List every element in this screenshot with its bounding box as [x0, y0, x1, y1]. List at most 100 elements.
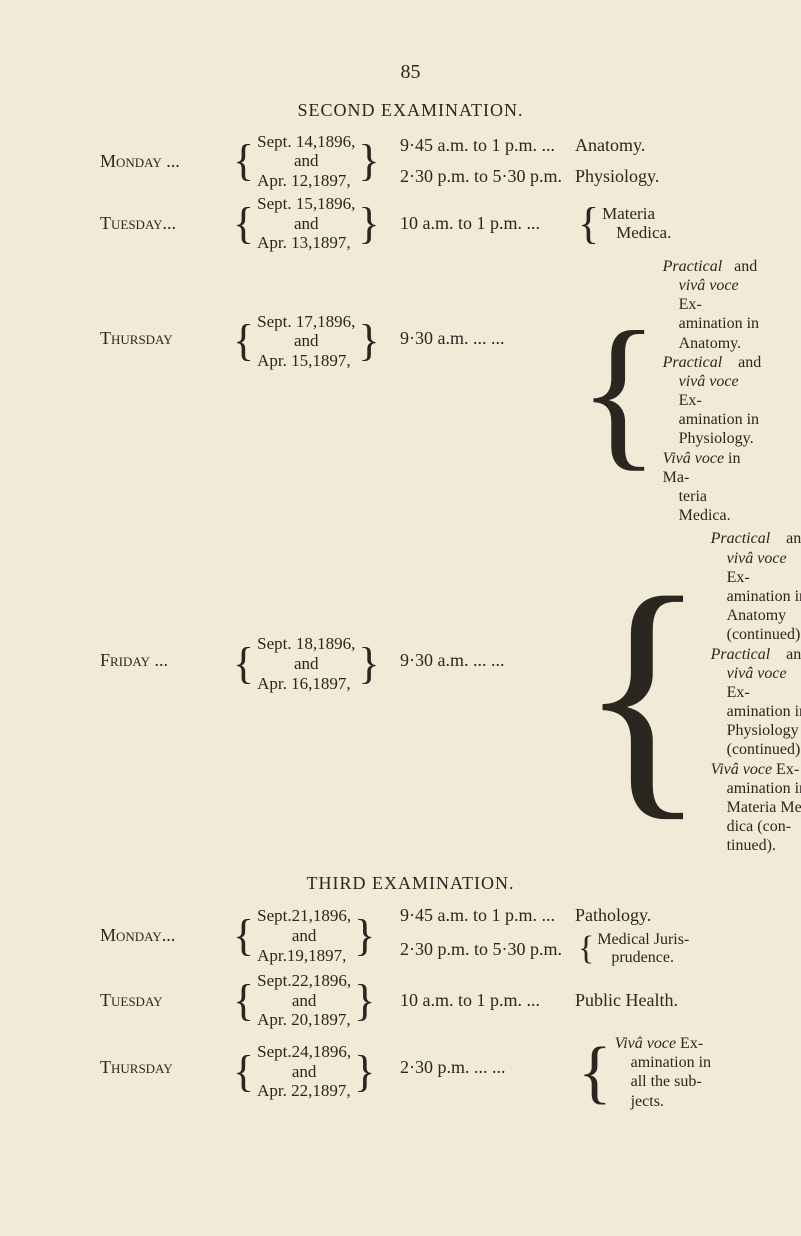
subject-line: amination in	[711, 587, 801, 606]
day-label: Tuesday	[100, 989, 230, 1012]
day-label: Friday ...	[100, 529, 230, 672]
row-second-tuesday: Tuesday... { Sept. 15,1896, and Apr. 13,…	[100, 194, 721, 253]
date-line: and	[257, 926, 351, 946]
date-line: Sept. 17,1896,	[257, 312, 355, 332]
dates-col: { Sept. 18,1896, and Apr. 16,1897, }	[230, 529, 400, 693]
left-brace-icon: {	[233, 204, 254, 244]
date-line: Sept.24,1896,	[257, 1042, 351, 1062]
page-number: 85	[100, 60, 721, 85]
row-third-tuesday: Tuesday { Sept.22,1896, and Apr. 20,1897…	[100, 971, 721, 1030]
date-line: Sept.21,1896,	[257, 906, 351, 926]
subject-line: prudence.	[597, 949, 689, 967]
right-brace-icon: }	[358, 644, 379, 684]
time-text: 2·30 p.m. to 5·30 p.m.	[400, 165, 575, 188]
date-line: Apr. 12,1897,	[257, 171, 355, 191]
left-brace-icon: {	[233, 644, 254, 684]
row-second-friday: Friday ... { Sept. 18,1896, and Apr. 16,…	[100, 529, 721, 855]
subject-col: { Practical and vivâ voce Ex- amination …	[575, 257, 761, 526]
dates-col: { Sept.22,1896, and Apr. 20,1897, }	[230, 971, 400, 1030]
left-brace-icon: {	[233, 321, 254, 361]
time-text: 10 a.m. to 1 p.m. ...	[400, 989, 575, 1012]
third-exam-title: THIRD EXAMINATION.	[100, 872, 721, 895]
left-brace-icon: {	[578, 319, 660, 464]
subject-line: all the sub-	[615, 1072, 711, 1091]
date-line: Sept. 15,1896,	[257, 194, 355, 214]
date-line: Apr. 20,1897,	[257, 1010, 351, 1030]
date-line: Sept. 18,1896,	[257, 634, 355, 654]
subject-line: amination in	[711, 702, 801, 721]
date-line: Apr. 13,1897,	[257, 233, 355, 253]
date-line: and	[257, 331, 355, 351]
subject-line: Physiology	[711, 721, 801, 740]
date-line: Apr. 22,1897,	[257, 1081, 351, 1101]
subject-line: (continued).	[711, 740, 801, 759]
day-label: Monday ...	[100, 150, 230, 173]
date-line: and	[257, 214, 355, 234]
right-brace-icon: }	[358, 141, 379, 181]
dates-col: { Sept.21,1896, and Apr.19,1897, }	[230, 906, 400, 965]
time-text: 2·30 p.m. to 5·30 p.m.	[400, 938, 575, 961]
subject-line: Practical	[663, 258, 723, 275]
dates-col: { Sept. 17,1896, and Apr. 15,1897, }	[230, 257, 400, 371]
subject-col: { Materia Medica.	[575, 204, 721, 244]
left-brace-icon: {	[233, 981, 254, 1021]
subject-line: Medica.	[602, 223, 671, 243]
dates-col: { Sept.24,1896, and Apr. 22,1897, }	[230, 1034, 400, 1101]
subject-text: Physiology.	[575, 165, 721, 188]
time-text: 10 a.m. to 1 p.m. ...	[400, 212, 575, 235]
time-text: 9·45 a.m. to 1 p.m. ...	[400, 134, 575, 157]
right-brace-icon: }	[358, 321, 379, 361]
subject-line: Anatomy	[711, 606, 801, 625]
subject-text: Public Health.	[575, 989, 721, 1012]
day-label: Tuesday...	[100, 212, 230, 235]
dates-col: { Sept. 15,1896, and Apr. 13,1897, }	[230, 194, 400, 253]
page: 85 SECOND EXAMINATION. Monday ... { Sept…	[0, 0, 801, 1236]
date-line: and	[257, 1062, 351, 1082]
date-line: and	[257, 991, 351, 1011]
time-text: 9·30 a.m. ... ...	[400, 529, 575, 672]
subject-col: { Vivâ voce Ex- amination in all the sub…	[575, 1034, 721, 1111]
row-third-thursday: Thursday { Sept.24,1896, and Apr. 22,189…	[100, 1034, 721, 1111]
row-second-thursday: Thursday { Sept. 17,1896, and Apr. 15,18…	[100, 257, 721, 526]
right-brace-icon: }	[354, 916, 375, 956]
subject-col: { Practical and vivâ voce Ex- amination …	[575, 529, 801, 855]
date-line: Sept. 14,1896,	[257, 132, 355, 152]
subject-line: amination in	[711, 779, 801, 798]
subject-col: { Medical Juris- prudence.	[575, 931, 721, 968]
subject-line: Physiology.	[663, 429, 762, 448]
day-label: Thursday	[100, 1034, 230, 1079]
date-line: and	[257, 654, 355, 674]
time-text: 9·45 a.m. to 1 p.m. ...	[400, 904, 575, 927]
left-brace-icon: {	[233, 141, 254, 181]
left-brace-icon: {	[578, 204, 599, 244]
left-brace-icon: {	[233, 916, 254, 956]
time-text: 2·30 p.m. ... ...	[400, 1034, 575, 1079]
subject-line: amination in	[663, 314, 762, 333]
subject-line: jects.	[615, 1092, 711, 1111]
row-third-monday: Monday... { Sept.21,1896, and Apr.19,189…	[100, 904, 721, 967]
left-brace-icon: {	[578, 578, 708, 808]
time-text: 9·30 a.m. ... ...	[400, 257, 575, 350]
subject-line: Anatomy.	[663, 334, 762, 353]
day-label: Thursday	[100, 257, 230, 350]
subject-line: tinued).	[711, 836, 801, 855]
date-line: Apr. 16,1897,	[257, 674, 355, 694]
subject-line: Materia Me-	[711, 798, 801, 817]
subject-text: Anatomy.	[575, 134, 721, 157]
row-second-monday: Monday ... { Sept. 14,1896, and Apr. 12,…	[100, 132, 721, 191]
date-line: Apr. 15,1897,	[257, 351, 355, 371]
subject-line: amination in	[663, 410, 762, 429]
subject-line: (continued).	[711, 625, 801, 644]
date-line: Apr.19,1897,	[257, 946, 351, 966]
left-brace-icon: {	[233, 1052, 254, 1092]
left-brace-icon: {	[578, 1041, 612, 1104]
day-label: Monday...	[100, 924, 230, 947]
subject-text: Pathology.	[575, 904, 721, 927]
subject-line: Medical Juris-	[597, 931, 689, 949]
second-exam-title: SECOND EXAMINATION.	[100, 99, 721, 122]
date-line: and	[257, 151, 355, 171]
right-brace-icon: }	[354, 1052, 375, 1092]
dates-col: { Sept. 14,1896, and Apr. 12,1897, }	[230, 132, 400, 191]
left-brace-icon: {	[578, 934, 594, 965]
subject-line: teria Medica.	[663, 487, 762, 525]
